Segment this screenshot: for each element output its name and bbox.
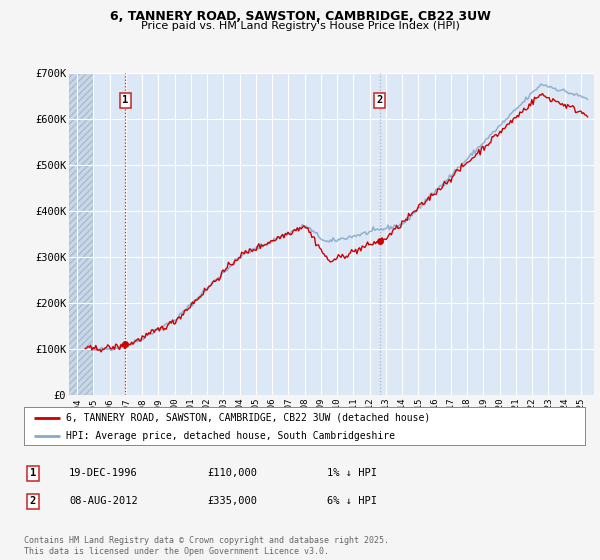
Text: Contains HM Land Registry data © Crown copyright and database right 2025.
This d: Contains HM Land Registry data © Crown c… (24, 536, 389, 556)
Text: 19-DEC-1996: 19-DEC-1996 (69, 468, 138, 478)
Text: 1% ↓ HPI: 1% ↓ HPI (327, 468, 377, 478)
Text: £110,000: £110,000 (207, 468, 257, 478)
Text: 2: 2 (30, 496, 36, 506)
Text: HPI: Average price, detached house, South Cambridgeshire: HPI: Average price, detached house, Sout… (66, 431, 395, 441)
Text: 6% ↓ HPI: 6% ↓ HPI (327, 496, 377, 506)
Text: 08-AUG-2012: 08-AUG-2012 (69, 496, 138, 506)
Bar (69, 73, 94, 395)
Text: 1: 1 (122, 95, 128, 105)
Bar (69, 73, 94, 395)
Text: 2: 2 (376, 95, 383, 105)
Text: £335,000: £335,000 (207, 496, 257, 506)
Text: 6, TANNERY ROAD, SAWSTON, CAMBRIDGE, CB22 3UW (detached house): 6, TANNERY ROAD, SAWSTON, CAMBRIDGE, CB2… (66, 413, 430, 423)
Text: Price paid vs. HM Land Registry's House Price Index (HPI): Price paid vs. HM Land Registry's House … (140, 21, 460, 31)
Text: 1: 1 (30, 468, 36, 478)
Text: 6, TANNERY ROAD, SAWSTON, CAMBRIDGE, CB22 3UW: 6, TANNERY ROAD, SAWSTON, CAMBRIDGE, CB2… (110, 10, 490, 23)
